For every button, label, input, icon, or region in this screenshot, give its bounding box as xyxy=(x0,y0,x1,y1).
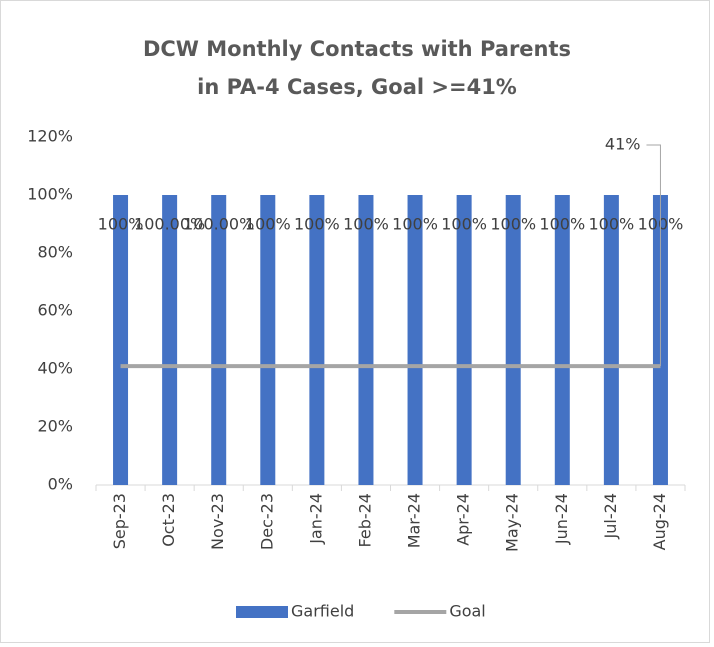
bar xyxy=(505,195,521,485)
bar xyxy=(603,195,619,485)
x-tick-label: Aug-24 xyxy=(650,493,669,550)
bar xyxy=(211,195,227,485)
y-tick-label: 40% xyxy=(37,359,73,378)
x-tick-label: Dec-23 xyxy=(257,493,276,550)
bar xyxy=(113,195,129,485)
x-tick-label: Jan-24 xyxy=(306,493,325,545)
legend-label: Goal xyxy=(449,602,485,621)
data-label: 100% xyxy=(245,215,291,234)
y-tick-label: 20% xyxy=(37,417,73,436)
x-tick-label: Jun-24 xyxy=(552,493,571,545)
x-tick-label: Mar-24 xyxy=(405,493,424,548)
bar xyxy=(162,195,178,485)
data-label: 41% xyxy=(605,135,641,154)
y-tick-label: 80% xyxy=(37,243,73,262)
chart-title: in PA-4 Cases, Goal >=41% xyxy=(197,75,517,99)
x-tick-label: Nov-23 xyxy=(208,493,227,550)
data-label: 100% xyxy=(539,215,585,234)
data-label: 100% xyxy=(392,215,438,234)
y-tick-label: 120% xyxy=(27,127,73,146)
x-tick-label: Jul-24 xyxy=(601,493,620,539)
y-tick-label: 0% xyxy=(48,475,73,494)
bar xyxy=(260,195,276,485)
chart-title: DCW Monthly Contacts with Parents xyxy=(143,37,571,61)
bar xyxy=(456,195,472,485)
x-tick-label: Feb-24 xyxy=(355,493,374,547)
y-tick-label: 60% xyxy=(37,301,73,320)
bar xyxy=(358,195,374,485)
x-tick-label: Apr-24 xyxy=(454,493,473,546)
bar xyxy=(554,195,570,485)
leader-line xyxy=(646,144,661,367)
data-label: 100% xyxy=(98,215,144,234)
y-tick-label: 100% xyxy=(27,185,73,204)
bar xyxy=(407,195,423,485)
data-label: 100% xyxy=(490,215,536,234)
x-tick-label: Sep-23 xyxy=(110,493,129,549)
legend-label: Garfield xyxy=(291,602,354,621)
data-label: 100.00% xyxy=(134,215,205,234)
legend-swatch xyxy=(236,606,288,618)
x-tick-label: Oct-23 xyxy=(159,493,178,547)
x-tick-label: May-24 xyxy=(503,493,522,552)
data-label: 100% xyxy=(589,215,635,234)
data-label: 100.00% xyxy=(183,215,254,234)
bar xyxy=(309,195,325,485)
data-label: 100% xyxy=(441,215,487,234)
data-label: 100% xyxy=(343,215,389,234)
data-label: 100% xyxy=(294,215,340,234)
